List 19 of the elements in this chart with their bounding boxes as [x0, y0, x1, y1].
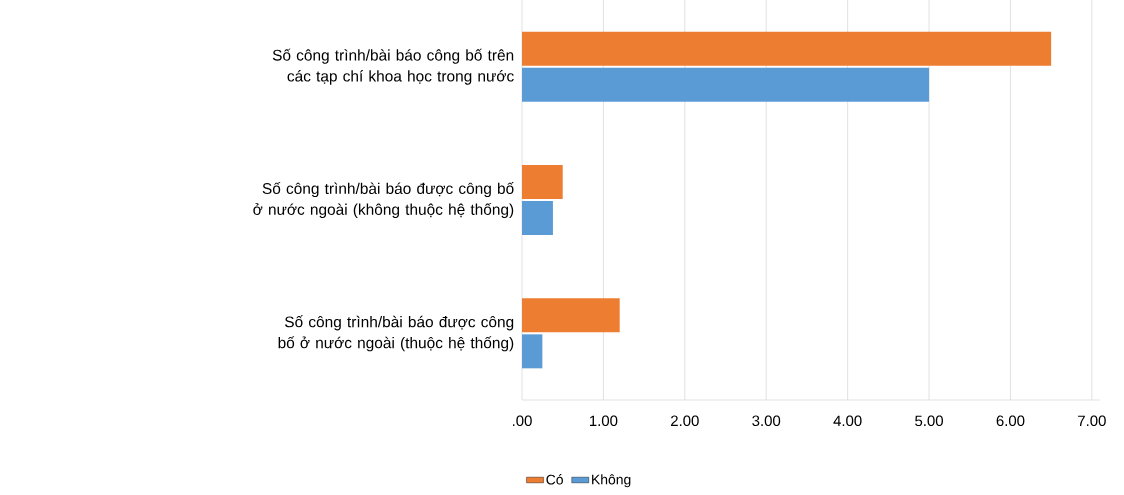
bar [522, 334, 543, 369]
x-tick-label: 2.00 [671, 415, 699, 427]
y-tick-label: Số công trình/bài báo công bố trên các tạp chí khoa học trong nước [272, 48, 514, 85]
bar [522, 67, 930, 102]
x-tick-label: 4.00 [833, 415, 862, 427]
y-tick-label: Số công trình/bài báo được công bố ở nước ngoài (thuộc hệ thống) [278, 315, 514, 352]
bar [522, 200, 553, 235]
bar [522, 165, 563, 199]
bar [522, 298, 620, 333]
bar [522, 31, 1052, 66]
x-tick-label: 6.00 [996, 415, 1025, 427]
x-tick-label: 5.00 [915, 415, 943, 427]
y-tick-label: Số công trình/bài báo được công bố ở nước ngoài (không thuộc hệ thống) [253, 182, 514, 218]
x-tick-label: 3.00 [752, 415, 781, 427]
x-tick-label: 7.00 [1078, 415, 1106, 427]
legend-label: Không [592, 474, 631, 488]
x-tick-label: 1.00 [590, 415, 618, 427]
x-tick-label: .00 [512, 415, 532, 427]
legend-label: Có [546, 474, 563, 485]
